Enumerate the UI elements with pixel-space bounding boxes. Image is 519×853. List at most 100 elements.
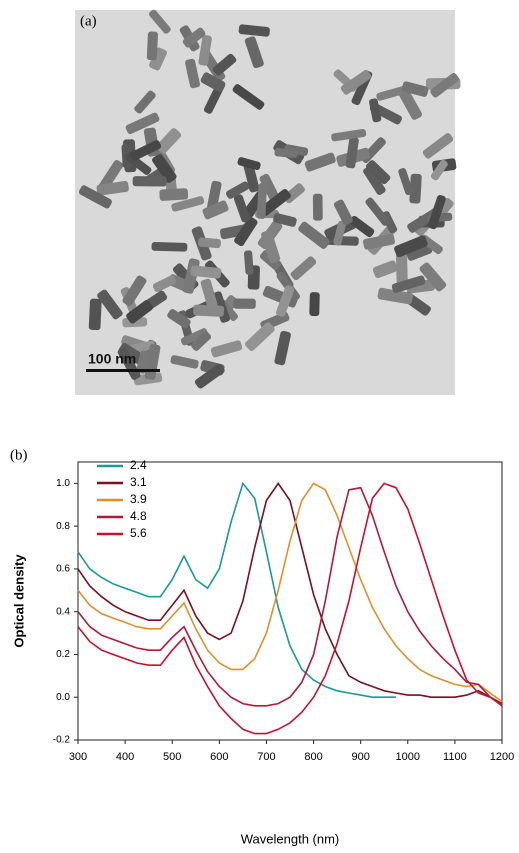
legend-label: 3.9 [130,492,147,506]
legend-label: 5.6 [130,526,147,540]
scale-bar-label: 100 nm [88,351,136,367]
nanorod [406,243,433,261]
nanorod [397,86,423,120]
nanorod [369,98,382,123]
nanorod [96,180,129,196]
nanorod [345,136,359,169]
nanorod [238,24,270,37]
x-tick-label: 900 [351,751,369,763]
nanorod [202,200,229,220]
nanorod [422,133,454,159]
nanorod [377,287,413,305]
nanorod [88,298,102,331]
nanorod [206,180,222,213]
x-tick-label: 700 [257,751,275,763]
nanorod [395,251,408,285]
nanorod [156,128,182,154]
nanorod [194,363,225,389]
nanorod [349,215,375,238]
nanorod [409,173,422,204]
nanorod [331,128,367,142]
nanorod [376,85,410,101]
nanorod [244,250,254,275]
nanorod [333,199,353,226]
nanorod [274,330,291,366]
y-tick-label: 0.0 [56,692,70,703]
legend-label: 3.1 [130,475,147,489]
nanorod [122,275,147,307]
nanorod [232,84,265,110]
nanorod [212,53,237,76]
nanorod [259,188,291,216]
x-tick-label: 1100 [443,751,467,763]
y-tick-label: 0.6 [56,564,70,575]
nanorod [125,112,160,135]
nanorod [149,9,171,34]
nanorod [363,233,395,250]
scale-bar [86,369,160,372]
nanorod [134,90,156,114]
nanorod [333,220,346,246]
y-tick-label: 0.4 [56,606,70,617]
nanorod [234,216,258,247]
nanorod [132,176,167,187]
nanorod [126,300,153,324]
nanorod [200,278,218,311]
nanorod [225,181,250,199]
nanorod [430,73,459,98]
data-line [77,481,396,698]
x-tick-label: 400 [116,751,134,763]
nanorod [304,152,336,172]
nanorod [243,162,260,193]
nanorod [167,309,191,329]
nanorod [309,292,320,317]
nanorod [97,289,123,320]
y-tick-label: -0.2 [53,735,71,746]
nanorod [340,69,372,95]
data-line [77,486,503,707]
nanorod [233,194,251,223]
nanorod [365,197,390,226]
nanorod [394,235,428,258]
nanorod [130,140,162,161]
nanorod [298,221,330,249]
nanorod [99,159,124,191]
nanorod [237,157,261,171]
nanorod [198,237,221,249]
nanorod [372,260,398,279]
data-line [77,482,503,703]
nanorod [152,153,177,183]
nanorod [200,72,226,92]
nanorod [401,81,429,97]
nanorod [170,355,199,369]
data-line [77,482,503,735]
panel-label: (a) [80,13,97,29]
nanorod [427,194,446,230]
y-tick-label: 1.0 [56,478,70,489]
nanorod [419,262,447,292]
x-tick-label: 1200 [490,751,514,763]
nanorod [256,183,267,219]
x-tick-label: 500 [163,751,181,763]
nanorods [78,9,461,389]
nanorod [149,47,167,71]
y-tick-label: 0.8 [56,521,70,532]
nanorod [365,160,391,185]
nanorod [185,58,201,89]
nanorod [233,298,256,309]
nanorod [273,213,297,227]
nanorod [182,27,206,48]
y-tick-label: 0.2 [56,649,70,660]
y-axis-label: Optical density [11,554,26,648]
nanorod [78,185,112,209]
nanorod [261,230,281,263]
nanorod [245,322,275,351]
nanorod [363,166,386,195]
nanorod [274,147,298,158]
nanorod [191,331,212,351]
x-tick-label: 300 [69,751,87,763]
nanorod [290,256,317,281]
nanorod [430,159,448,181]
x-tick-label: 1000 [396,751,420,763]
